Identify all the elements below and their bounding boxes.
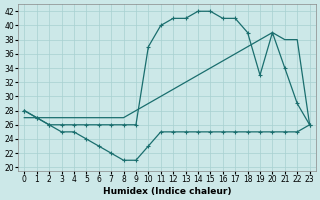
X-axis label: Humidex (Indice chaleur): Humidex (Indice chaleur) (103, 187, 231, 196)
